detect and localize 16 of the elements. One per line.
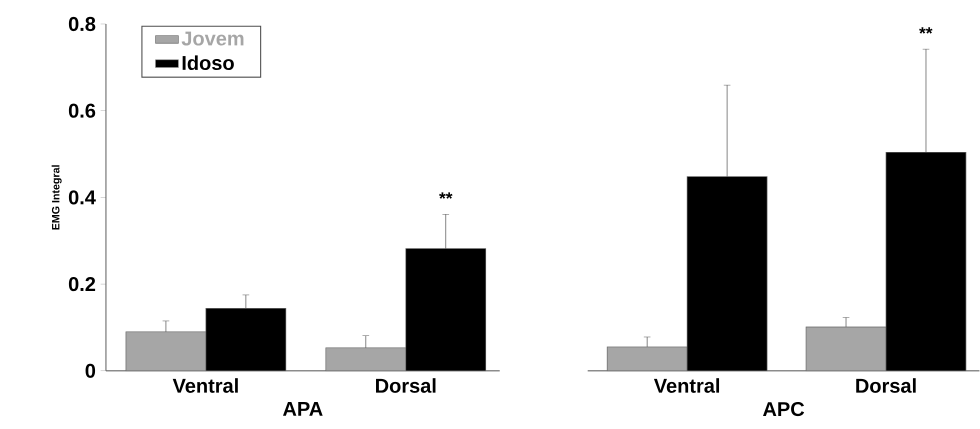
x-tick-label: Ventral — [654, 378, 720, 393]
x-axis-title: APA — [282, 402, 323, 416]
y-tick-label: 0.2 — [68, 277, 96, 292]
annotation: ** — [439, 192, 452, 199]
y-axis-title: EMG Integral — [52, 165, 62, 230]
legend-label: Jovem — [182, 32, 244, 46]
legend-label: Idoso — [182, 55, 234, 70]
annotation: ** — [919, 27, 933, 34]
x-axis-title: APC — [762, 402, 804, 416]
y-tick-label: 0.4 — [68, 190, 96, 205]
x-tick-label: Dorsal — [376, 378, 436, 393]
y-tick-label: 0.8 — [68, 17, 96, 32]
y-tick-label: 0.6 — [68, 104, 96, 118]
x-tick-label: Ventral — [172, 378, 238, 393]
x-tick-label: Dorsal — [856, 378, 916, 393]
y-tick-label: 0 — [86, 364, 96, 378]
